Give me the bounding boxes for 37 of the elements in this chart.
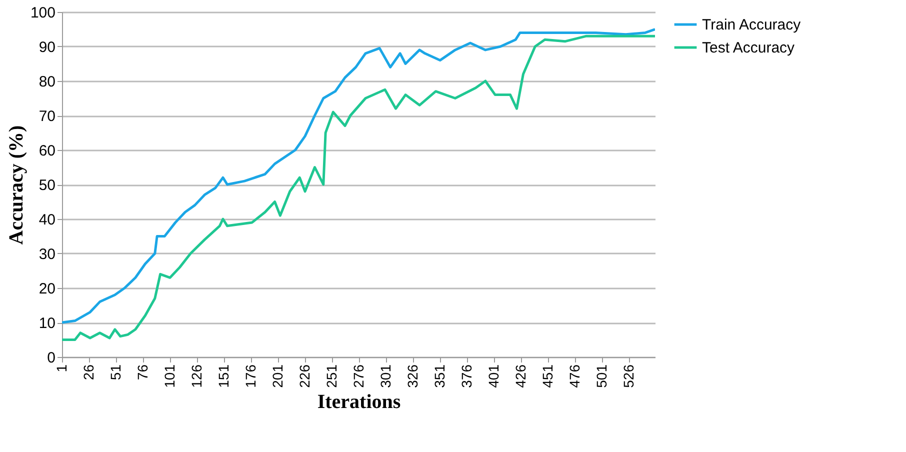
y-tick-label: 100 [30,4,56,22]
y-tick-label: 30 [38,246,56,263]
x-tick-label: 326 [404,364,421,388]
legend-label: Test Accuracy [702,40,796,56]
x-tick-label: 476 [566,364,583,388]
y-tick-label: 10 [38,315,56,332]
y-tick-label: 20 [38,280,56,298]
x-tick-label: 376 [458,364,475,388]
x-tick-label: 501 [594,364,610,388]
y-axis-title: Accuracy (%) [5,125,28,245]
y-tick-label: 60 [38,142,56,160]
x-tick-label: 151 [216,364,232,388]
y-tick-label: 50 [38,177,56,194]
x-tick-label: 426 [512,364,529,388]
x-tick-label: 201 [270,364,286,388]
x-tick-label: 251 [324,364,340,388]
legend-label: Train Accuracy [702,16,802,34]
y-tick-label: 90 [38,39,56,56]
x-tick-label: 126 [188,364,205,388]
y-tick-label: 40 [38,212,56,228]
x-tick-label: 401 [486,364,502,388]
y-tick-label: 70 [38,108,56,125]
x-tick-label: 301 [378,364,394,388]
x-tick-label: 226 [296,364,313,388]
x-axis-title: Iterations [317,390,401,413]
x-tick-label: 451 [540,364,556,388]
x-tick-label: 1 [54,364,70,372]
x-tick-label: 276 [350,364,367,388]
y-tick-label: 80 [38,74,56,90]
y-tick-label: 0 [47,350,56,366]
x-tick-label: 526 [620,364,637,388]
x-tick-label: 351 [432,364,448,388]
x-tick-label: 26 [80,364,97,380]
x-tick-label: 76 [134,364,151,380]
x-tick-label: 51 [108,364,124,380]
x-tick-label: 176 [242,364,259,388]
x-tick-label: 101 [162,364,178,388]
